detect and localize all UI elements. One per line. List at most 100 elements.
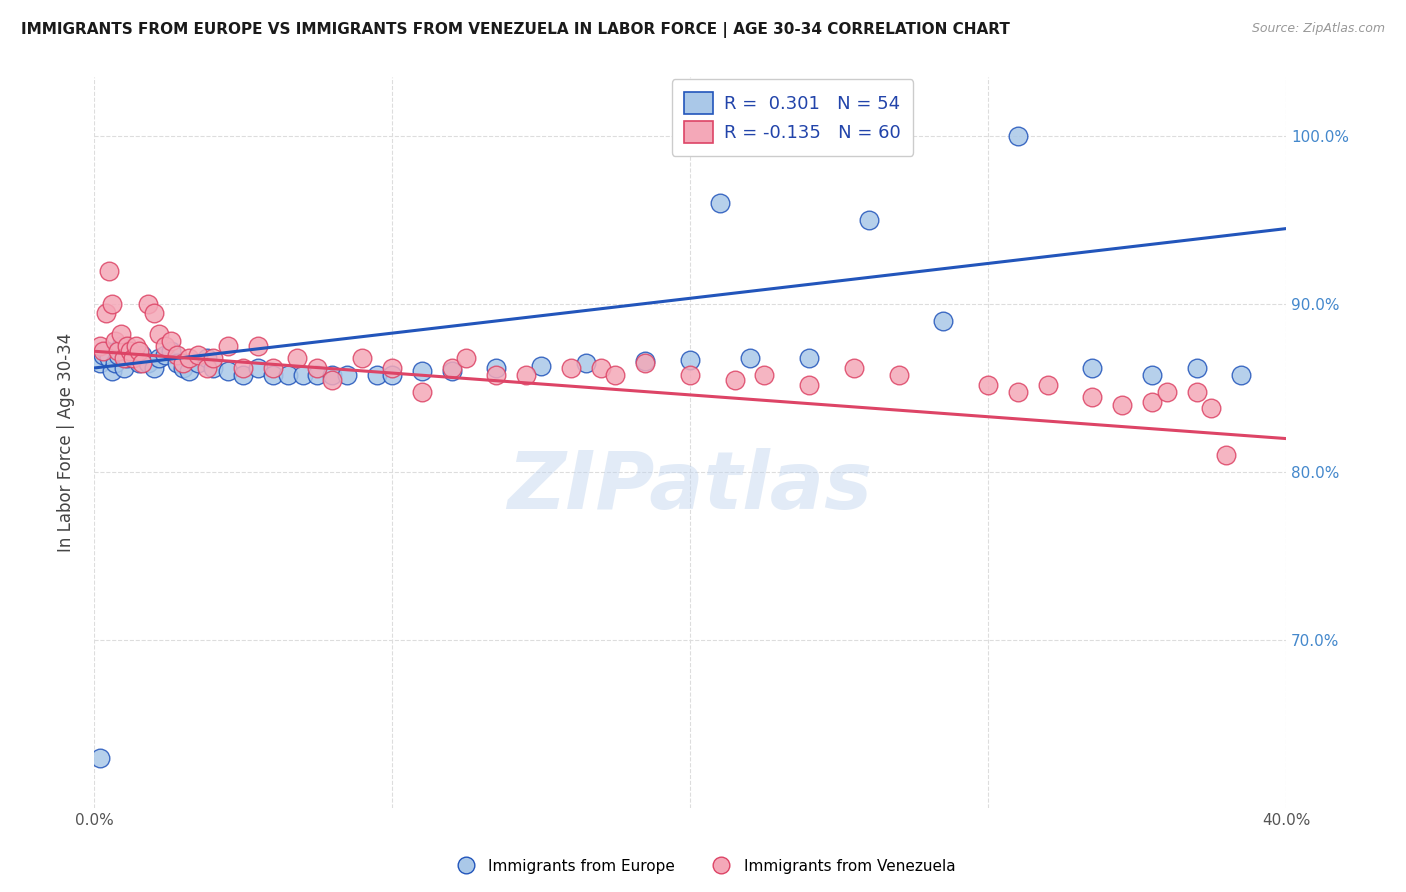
- Point: [887, 368, 910, 382]
- Point: [136, 356, 159, 370]
- Point: [634, 356, 657, 370]
- Point: [166, 348, 188, 362]
- Point: [97, 351, 120, 365]
- Legend: Immigrants from Europe, Immigrants from Venezuela: Immigrants from Europe, Immigrants from …: [444, 853, 962, 880]
- Point: [121, 351, 143, 365]
- Point: [842, 361, 865, 376]
- Point: [381, 361, 404, 376]
- Point: [977, 377, 1000, 392]
- Point: [202, 351, 225, 365]
- Point: [172, 361, 194, 376]
- Point: [91, 344, 114, 359]
- Point: [142, 361, 165, 376]
- Point: [89, 356, 111, 370]
- Point: [172, 356, 194, 370]
- Point: [110, 339, 132, 353]
- Point: [217, 339, 239, 353]
- Point: [142, 305, 165, 319]
- Point: [307, 361, 329, 376]
- Point: [589, 361, 612, 376]
- Point: [336, 368, 359, 382]
- Point: [530, 359, 553, 374]
- Point: [217, 364, 239, 378]
- Point: [136, 297, 159, 311]
- Point: [104, 356, 127, 370]
- Point: [89, 339, 111, 353]
- Point: [187, 356, 209, 370]
- Point: [121, 351, 143, 365]
- Point: [456, 351, 478, 365]
- Point: [321, 368, 343, 382]
- Point: [1081, 361, 1104, 376]
- Point: [1140, 394, 1163, 409]
- Point: [1185, 384, 1208, 399]
- Point: [179, 364, 201, 378]
- Point: [232, 368, 254, 382]
- Point: [1140, 368, 1163, 382]
- Point: [94, 305, 117, 319]
- Point: [411, 384, 433, 399]
- Point: [605, 368, 627, 382]
- Point: [262, 361, 284, 376]
- Point: [1111, 398, 1133, 412]
- Point: [101, 297, 124, 311]
- Point: [97, 263, 120, 277]
- Point: [366, 368, 388, 382]
- Point: [321, 373, 343, 387]
- Point: [709, 196, 731, 211]
- Point: [166, 356, 188, 370]
- Point: [352, 351, 374, 365]
- Point: [932, 314, 955, 328]
- Text: Source: ZipAtlas.com: Source: ZipAtlas.com: [1251, 22, 1385, 36]
- Point: [155, 348, 177, 362]
- Legend: R =  0.301   N = 54, R = -0.135   N = 60: R = 0.301 N = 54, R = -0.135 N = 60: [672, 79, 914, 156]
- Point: [107, 348, 129, 362]
- Point: [115, 351, 138, 365]
- Point: [195, 361, 218, 376]
- Point: [1156, 384, 1178, 399]
- Point: [118, 344, 141, 359]
- Point: [107, 344, 129, 359]
- Point: [131, 348, 153, 362]
- Point: [277, 368, 299, 382]
- Point: [94, 344, 117, 359]
- Point: [89, 750, 111, 764]
- Point: [101, 364, 124, 378]
- Point: [485, 361, 508, 376]
- Point: [440, 364, 463, 378]
- Point: [381, 368, 404, 382]
- Point: [112, 361, 135, 376]
- Point: [291, 368, 314, 382]
- Point: [634, 354, 657, 368]
- Point: [160, 334, 183, 348]
- Point: [148, 327, 170, 342]
- Point: [1185, 361, 1208, 376]
- Point: [104, 334, 127, 348]
- Point: [148, 351, 170, 365]
- Point: [1007, 129, 1029, 144]
- Point: [738, 351, 761, 365]
- Point: [1230, 368, 1253, 382]
- Point: [115, 339, 138, 353]
- Point: [679, 368, 702, 382]
- Point: [246, 339, 269, 353]
- Point: [246, 361, 269, 376]
- Text: ZIPatlas: ZIPatlas: [508, 448, 873, 525]
- Point: [112, 351, 135, 365]
- Point: [485, 368, 508, 382]
- Point: [754, 368, 776, 382]
- Point: [131, 356, 153, 370]
- Point: [124, 339, 146, 353]
- Point: [195, 351, 218, 365]
- Point: [797, 351, 820, 365]
- Point: [155, 339, 177, 353]
- Text: IMMIGRANTS FROM EUROPE VS IMMIGRANTS FROM VENEZUELA IN LABOR FORCE | AGE 30-34 C: IMMIGRANTS FROM EUROPE VS IMMIGRANTS FRO…: [21, 22, 1010, 38]
- Point: [1201, 401, 1223, 416]
- Point: [797, 377, 820, 392]
- Point: [560, 361, 582, 376]
- Point: [679, 352, 702, 367]
- Point: [262, 368, 284, 382]
- Point: [179, 351, 201, 365]
- Point: [232, 361, 254, 376]
- Point: [1036, 377, 1059, 392]
